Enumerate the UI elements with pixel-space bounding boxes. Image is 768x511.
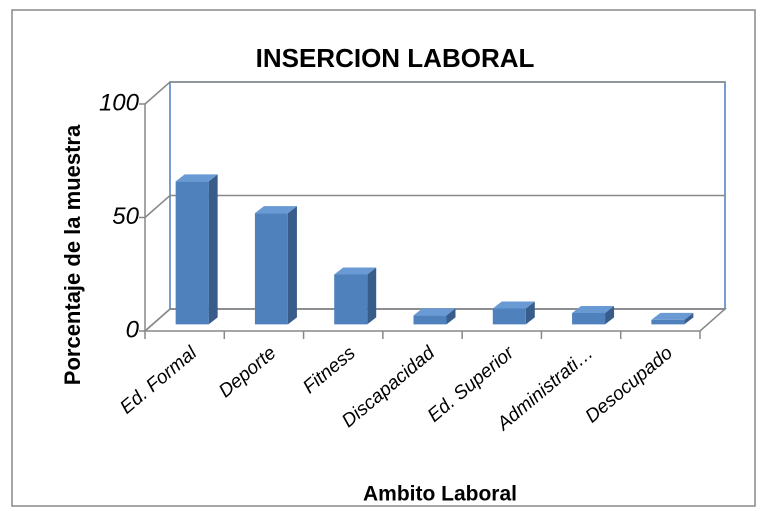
bar xyxy=(334,267,377,325)
chart-title: INSERCION LABORAL xyxy=(256,43,535,73)
bar xyxy=(413,308,456,325)
chart-frame xyxy=(11,9,756,507)
bar xyxy=(572,306,615,325)
bar-front xyxy=(651,319,685,325)
bar-front xyxy=(413,315,447,325)
y-tick-label: 50 xyxy=(112,203,139,230)
bar-side xyxy=(446,308,456,325)
bar-top xyxy=(413,308,456,316)
grid-line xyxy=(144,308,725,332)
bar-front xyxy=(572,313,606,325)
bar xyxy=(254,206,297,325)
bar-side xyxy=(367,267,377,325)
bar-top xyxy=(651,312,694,320)
bar-front xyxy=(175,181,209,325)
bar-side xyxy=(287,206,297,325)
x-axis-title: Ambito Laboral xyxy=(363,483,517,506)
grid-line xyxy=(144,81,725,105)
bar-side xyxy=(684,312,694,325)
bar xyxy=(651,312,694,325)
bar-top xyxy=(334,267,377,275)
bar-front xyxy=(254,213,288,325)
bar-top xyxy=(572,306,615,314)
bar-front xyxy=(334,274,368,325)
y-tick-label: 0 xyxy=(126,316,140,343)
bar xyxy=(175,174,218,325)
bar-side xyxy=(208,174,218,325)
grid-line xyxy=(144,194,725,219)
bar-side xyxy=(605,306,615,325)
bar-top xyxy=(175,174,218,182)
y-axis-title: Porcentaje de la muestra xyxy=(60,124,85,385)
bar-top xyxy=(254,206,297,214)
bar-side xyxy=(525,301,535,325)
bar xyxy=(492,301,535,325)
y-tick-label: 100 xyxy=(99,89,140,116)
bar-front xyxy=(492,308,526,325)
bar-top xyxy=(492,301,535,309)
